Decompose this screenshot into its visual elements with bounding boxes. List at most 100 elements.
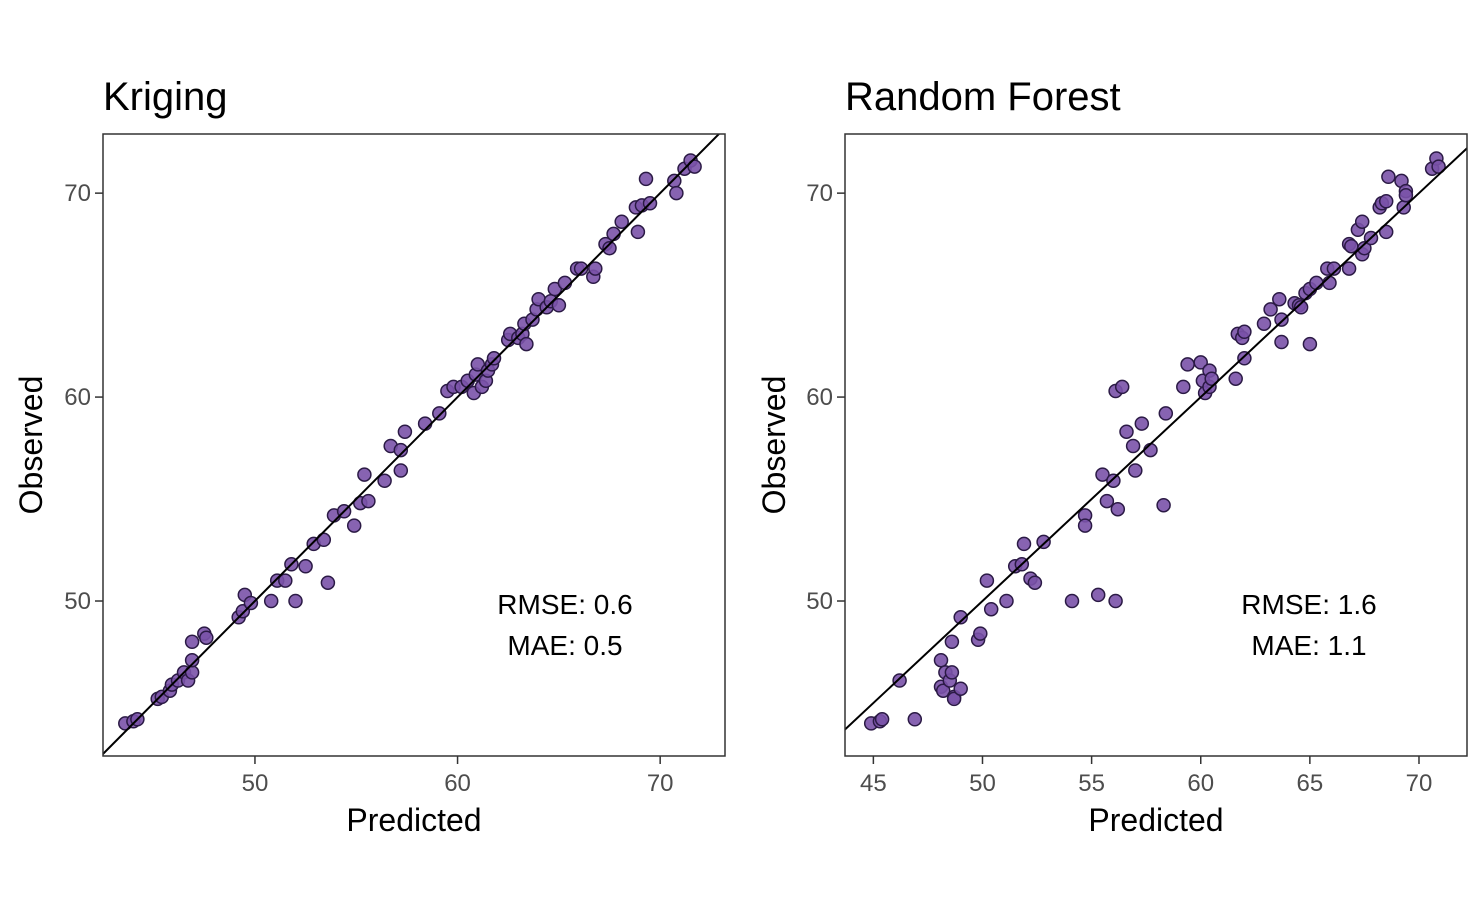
data-point	[1344, 238, 1359, 254]
data-point	[1326, 261, 1342, 276]
data-point	[551, 298, 567, 313]
data-point	[557, 275, 573, 291]
x-tick-label: 50	[969, 770, 996, 797]
data-point	[1193, 355, 1208, 370]
data-point	[946, 691, 962, 707]
data-point	[432, 406, 447, 421]
data-point	[630, 224, 646, 240]
data-point	[983, 601, 999, 617]
rmse-annotation: RMSE: 1.6	[1241, 589, 1376, 620]
data-point	[874, 712, 890, 727]
data-point	[486, 351, 502, 366]
data-point	[1302, 336, 1318, 352]
data-point	[1228, 371, 1243, 386]
data-point	[1099, 493, 1115, 509]
data-point	[892, 673, 907, 688]
data-point	[263, 593, 279, 609]
x-tick-label: 60	[1187, 770, 1214, 797]
chart-title: Random Forest	[845, 75, 1121, 119]
y-axis-title: Observed	[13, 376, 49, 515]
data-point	[1204, 371, 1219, 386]
chart-title: Kriging	[103, 75, 228, 119]
mae-annotation: MAE: 0.5	[507, 630, 622, 661]
data-point	[316, 532, 332, 548]
mae-annotation: MAE: 1.1	[1251, 630, 1366, 661]
data-point	[288, 593, 303, 609]
data-point	[1274, 312, 1289, 327]
y-tick-label: 50	[64, 588, 91, 615]
rmse-annotation: RMSE: 0.6	[497, 589, 632, 620]
data-point	[393, 442, 409, 458]
data-point	[1180, 357, 1195, 372]
data-point	[1237, 324, 1252, 340]
data-point	[573, 261, 589, 276]
data-point	[361, 493, 376, 509]
data-point	[1322, 275, 1337, 291]
data-point	[953, 610, 968, 625]
data-point	[1106, 473, 1121, 488]
data-point	[1398, 187, 1414, 203]
data-point	[944, 634, 960, 650]
data-point	[999, 593, 1014, 609]
data-point	[1128, 463, 1143, 478]
x-tick-label: 60	[444, 770, 471, 797]
data-point	[397, 424, 413, 439]
x-tick-label: 45	[860, 770, 887, 797]
data-point	[687, 159, 702, 174]
data-point	[320, 575, 336, 590]
data-point	[377, 473, 392, 488]
data-point	[1143, 442, 1158, 458]
data-point	[278, 573, 293, 588]
y-tick-label: 60	[64, 384, 91, 411]
y-axis: 50 60 70	[806, 180, 845, 615]
x-axis-title: Predicted	[346, 802, 481, 838]
data-point	[1036, 534, 1051, 550]
data-point	[1378, 194, 1394, 209]
data-point	[1119, 424, 1134, 439]
data-point	[1114, 379, 1130, 395]
data-point	[1156, 497, 1171, 513]
data-point	[602, 240, 617, 256]
data-point	[357, 467, 372, 482]
points-layer	[863, 151, 1446, 731]
data-point	[1341, 261, 1357, 276]
data-point	[1158, 406, 1174, 421]
data-point	[979, 573, 995, 588]
data-point	[614, 214, 629, 229]
data-point	[1064, 593, 1080, 609]
panel-border	[844, 133, 1468, 757]
data-point	[973, 626, 988, 641]
data-point	[1293, 300, 1309, 315]
x-axis-title: Predicted	[1088, 802, 1223, 838]
data-point	[1381, 169, 1396, 185]
data-point	[1077, 518, 1093, 533]
data-point	[1125, 438, 1141, 454]
data-point	[346, 518, 362, 533]
x-tick-label: 70	[647, 770, 674, 797]
reference-line	[845, 146, 1467, 731]
data-point	[606, 226, 621, 242]
data-point	[1134, 416, 1150, 431]
y-axis: 50 60 70	[64, 180, 103, 615]
data-point	[1108, 593, 1123, 609]
x-tick-label: 70	[1406, 770, 1433, 797]
data-point	[1354, 214, 1370, 229]
data-point	[1256, 316, 1272, 331]
data-point	[1309, 275, 1324, 291]
x-tick-label: 50	[242, 770, 269, 797]
data-point	[1431, 159, 1446, 174]
x-axis: 50 60 70	[242, 756, 674, 797]
y-tick-label: 70	[806, 180, 833, 207]
reference-line	[103, 134, 721, 756]
panel-kriging: Kriging 50 60 70 50 60 70 Predicted Observed…	[13, 75, 726, 838]
y-tick-label: 50	[806, 588, 833, 615]
data-point	[1176, 379, 1191, 395]
panel-random-forest: Random Forest 45 50 55 60 65 70 50 60 70 Predic…	[756, 75, 1468, 838]
data-point	[588, 261, 603, 276]
data-point	[184, 634, 200, 650]
data-point	[184, 652, 200, 668]
data-point	[1378, 224, 1394, 240]
data-point	[1110, 501, 1126, 517]
y-tick-label: 70	[64, 180, 91, 207]
